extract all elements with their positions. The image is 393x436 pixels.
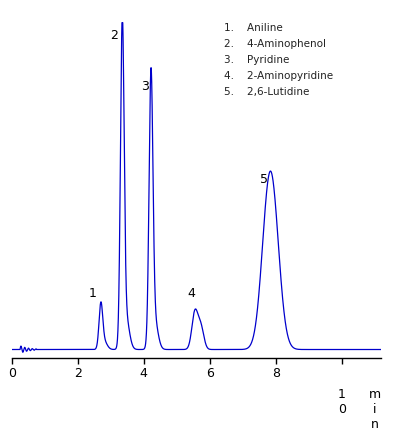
Text: 3: 3 bbox=[141, 80, 149, 93]
Text: 1.    Aniline
2.    4-Aminophenol
3.    Pyridine
4.    2-Aminopyridine
5.    2,6: 1. Aniline 2. 4-Aminophenol 3. Pyridine … bbox=[224, 24, 333, 97]
Text: 5: 5 bbox=[260, 173, 268, 186]
Text: 2: 2 bbox=[110, 29, 118, 42]
Text: 1: 1 bbox=[89, 287, 97, 300]
Text: m
i
n: m i n bbox=[369, 388, 381, 431]
Text: 1
0: 1 0 bbox=[338, 388, 345, 416]
Text: 4: 4 bbox=[187, 287, 195, 300]
